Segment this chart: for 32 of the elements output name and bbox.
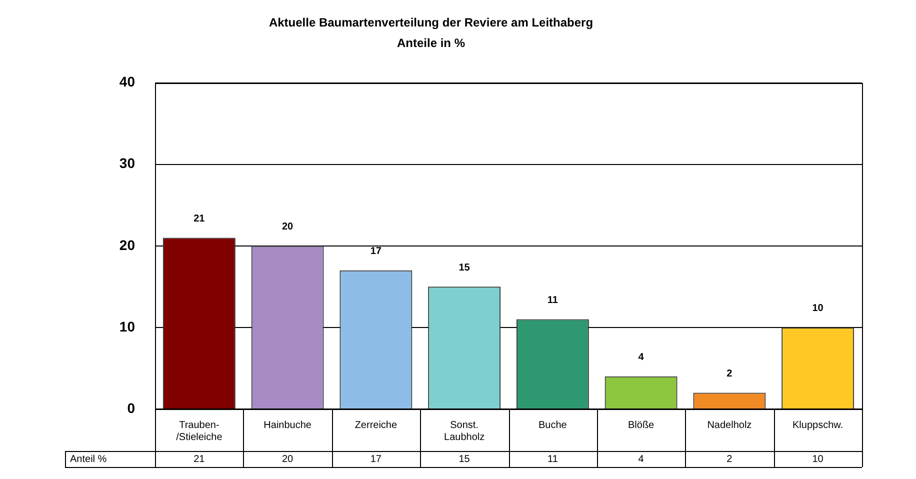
data-label: 15 xyxy=(458,262,470,274)
text: Anteil % xyxy=(70,454,107,465)
x-tick-label: Buche xyxy=(538,420,568,431)
y-tick-label: 10 xyxy=(119,318,136,334)
y-tick-label: 30 xyxy=(119,155,136,172)
text: 17 xyxy=(370,454,382,465)
text: 11 xyxy=(547,454,558,465)
data-label: 11 xyxy=(547,295,558,306)
text: 20 xyxy=(282,454,294,465)
data-label: 10 xyxy=(812,303,824,314)
data-label: 21 xyxy=(194,213,206,224)
x-tick-label: Hainbuche xyxy=(264,420,312,431)
x-tick-label: Kluppschw. xyxy=(792,420,844,431)
text: 21 xyxy=(194,454,206,465)
x-tick-label: Blöße xyxy=(628,420,655,431)
y-tick-label: 40 xyxy=(119,74,136,90)
chart-subtitle: Anteile in % xyxy=(396,36,466,50)
chart-title: Aktuelle Baumartenverteilung der Reviere am Leithaberg xyxy=(268,16,594,30)
y-tick-label: 0 xyxy=(127,400,136,416)
x-tick-label: Sonst. Laubholz xyxy=(444,420,485,443)
data-label: 17 xyxy=(370,246,382,258)
data-label: 20 xyxy=(282,222,294,233)
data-label: 4 xyxy=(638,352,644,364)
text: 10 xyxy=(812,454,824,465)
y-tick-label: 20 xyxy=(119,236,136,253)
x-tick-label: Nadelholz xyxy=(707,420,752,431)
text: 4 xyxy=(638,454,644,465)
x-tick-label: Zerreiche xyxy=(354,420,398,431)
text: 2 xyxy=(726,454,733,465)
data-label: 2 xyxy=(726,368,733,380)
x-tick-label: Trauben-/Stieleiche xyxy=(176,420,223,443)
text: 15 xyxy=(458,454,470,465)
